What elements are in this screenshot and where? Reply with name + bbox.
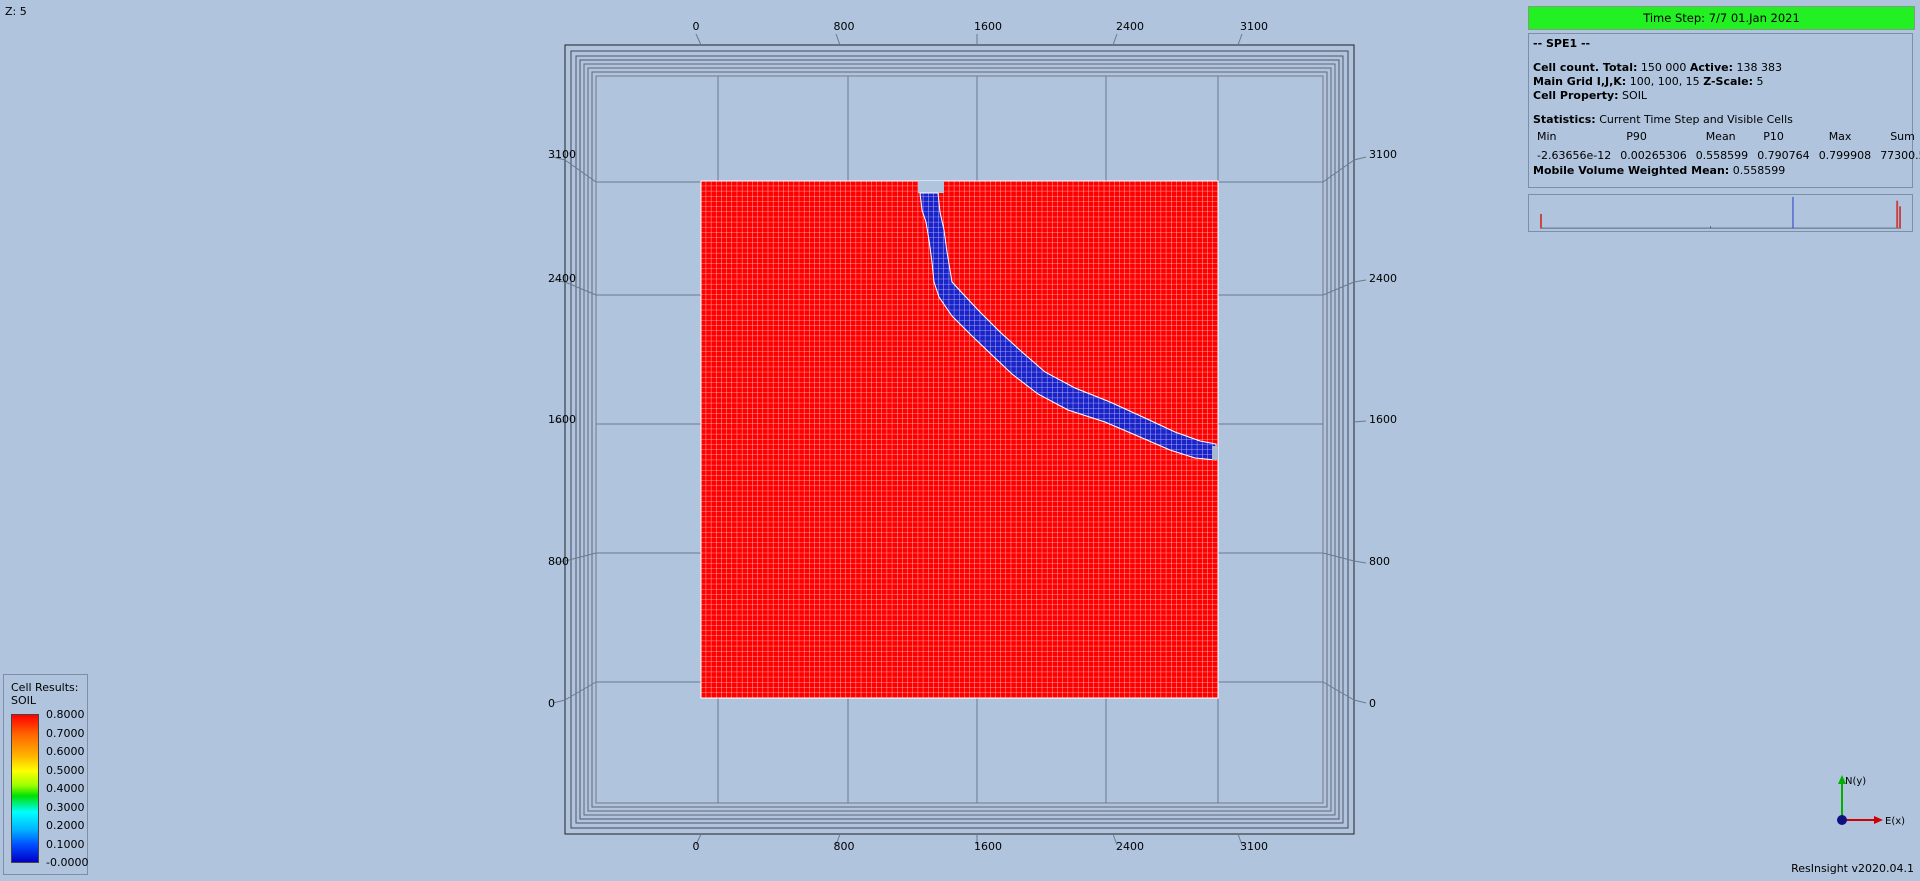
legend-label: 0.4000 [46,782,85,795]
stats-header: Max [1828,130,1852,143]
stats-header: Mean [1705,130,1736,143]
stats-value: 0.799908 [1818,149,1872,162]
version-label: ResInsight v2020.04.1 [1791,862,1914,875]
tick-right-0: 3100 [1369,148,1397,161]
tick-top-3: 2400 [1116,20,1144,33]
reservoir-grid [700,180,1219,699]
legend-label: 0.2000 [46,819,85,832]
tick-bottom-0: 0 [693,840,700,853]
z-scale-label: Z: 5 [5,5,27,18]
histogram [1528,194,1913,232]
active-count: 138 383 [1736,61,1782,74]
tick-top-4: 3100 [1240,20,1268,33]
mobile-mean-label: Mobile Volume Weighted Mean: [1533,164,1730,177]
info-panel: -- SPE1 -- Cell count. Total: 150 000 Ac… [1528,33,1920,188]
orientation-axes: N(y) E(x) [1837,775,1905,827]
axis-labels-top: 0 800 1600 2400 3100 [693,20,1269,33]
stats-header: Sum [1890,130,1915,143]
statistics-label: Statistics: [1533,113,1596,126]
tick-left-4: 0 [548,697,555,710]
color-legend: Cell Results: SOIL 0.8000 0.7000 0.6000 … [3,674,88,875]
statistics-line: Statistics: Current Time Step and Visibl… [1533,113,1908,127]
legend-title: Cell Results: [11,681,79,694]
legend-label: 0.3000 [46,801,85,814]
legend-label: 0.5000 [46,764,85,777]
tick-bottom-4: 3100 [1240,840,1268,853]
z-scale-info-label: Z-Scale: [1703,75,1754,88]
tick-bottom-3: 2400 [1116,840,1144,853]
time-step-banner: Time Step: 7/7 01.Jan 2021 [1528,6,1915,30]
cell-count-total: 150 000 [1640,61,1687,74]
cell-property-value: SOIL [1622,89,1648,102]
tick-right-2: 1600 [1369,413,1397,426]
legend-property: SOIL [11,694,37,707]
axis-labels-left: 3100 2400 1600 800 0 [548,148,576,710]
stats-header: P90 [1626,130,1647,143]
legend-label: 0.8000 [46,708,85,721]
tick-bottom-2: 1600 [974,840,1002,853]
stats-value: -2.63656e-12 [1537,149,1612,162]
main-grid-label: Main Grid I,J,K: [1533,75,1627,88]
legend-label: 0.6000 [46,745,85,758]
tick-right-3: 800 [1369,555,1390,568]
mobile-mean-value: 0.558599 [1732,164,1786,177]
stats-value-row: -2.63656e-12 0.00265306 0.558599 0.79076… [1533,148,1920,164]
tick-left-3: 800 [548,555,569,568]
tick-bottom-1: 800 [834,840,855,853]
active-label: Active: [1689,61,1733,74]
stats-header: P10 [1763,130,1784,143]
north-axis-label: N(y) [1845,776,1866,787]
tick-top-2: 1600 [974,20,1002,33]
z-scale-info-value: 5 [1756,75,1764,88]
cell-property-label: Cell Property: [1533,89,1619,102]
legend-label: -0.0000 [46,856,89,869]
tick-left-2: 1600 [548,413,576,426]
cell-count-line: Cell count. Total: 150 000 Active: 138 3… [1533,61,1908,75]
cell-count-label: Cell count. Total: [1533,61,1638,74]
mobile-mean-line: Mobile Volume Weighted Mean: 0.558599 [1533,164,1908,178]
main-grid-line: Main Grid I,J,K: 100, 100, 15 Z-Scale: 5 [1533,75,1908,89]
cell-property-line: Cell Property: SOIL [1533,89,1908,103]
legend-label: 0.7000 [46,727,85,740]
tick-right-1: 2400 [1369,272,1397,285]
legend-label: 0.1000 [46,838,85,851]
tick-left-0: 3100 [548,148,576,161]
stats-value: 77300.5 [1880,149,1920,162]
main-grid-value: 100, 100, 15 [1629,75,1700,88]
stats-header: Min [1537,130,1557,143]
tick-right-4: 0 [1369,697,1376,710]
tick-left-1: 2400 [548,272,576,285]
stats-value: 0.558599 [1695,149,1749,162]
stats-value: 0.790764 [1757,149,1810,162]
stats-value: 0.00265306 [1620,149,1687,162]
east-axis-label: E(x) [1885,816,1905,827]
stats-header-row: Min P90 Mean P10 Max Sum [1533,129,1920,148]
tick-top-0: 0 [693,20,700,33]
legend-color-bar [11,714,39,863]
axis-labels-bottom: 0 800 1600 2400 3100 [693,840,1269,853]
axis-labels-right: 3100 2400 1600 800 0 [1369,148,1397,710]
statistics-table: Min P90 Mean P10 Max Sum -2.63656e-12 0.… [1533,129,1920,164]
case-name: -- SPE1 -- [1533,37,1591,50]
statistics-value: Current Time Step and Visible Cells [1599,113,1793,126]
tick-top-1: 800 [834,20,855,33]
